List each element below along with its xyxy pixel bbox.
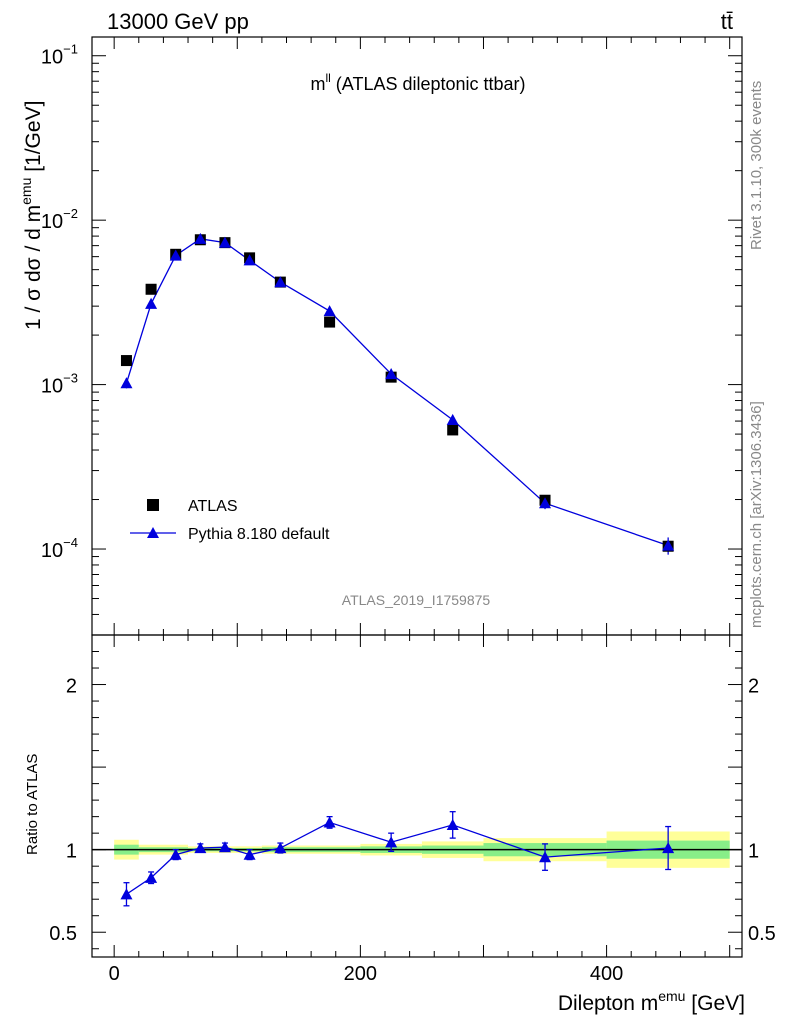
plot-title: mll (ATLAS dileptonic ttbar) bbox=[310, 71, 525, 94]
x-axis-title: Dilepton memu [GeV] bbox=[558, 988, 745, 1015]
main-plot-frame bbox=[91, 36, 743, 636]
data-series bbox=[120, 232, 675, 907]
main-y-tick-label-1: 10−3 bbox=[41, 371, 78, 398]
main-pythia-point-9 bbox=[446, 413, 459, 425]
main-pythia-point-7 bbox=[323, 305, 336, 317]
main-atlas-point-0 bbox=[120, 355, 132, 367]
legend-label-atlas: ATLAS bbox=[188, 498, 238, 515]
ratio-pythia-point-1 bbox=[145, 871, 158, 883]
mcplots-credit-label: mcplots.cern.ch [arXiv:1306.3436] bbox=[748, 401, 765, 628]
main-y-axis-title: 1 / σ dσ / d memu [1/GeV] bbox=[18, 101, 45, 330]
axis-tick-labels: 10−4 10−3 10−2 10−1 0.5 0.5 1 1 2 2 0 200 400 bbox=[41, 42, 776, 985]
x-tick-label-2: 400 bbox=[590, 963, 623, 985]
main-pythia-point-4 bbox=[218, 236, 231, 248]
legend-marker-pythia bbox=[147, 527, 159, 538]
legend: ATLAS Pythia 8.180 default bbox=[130, 498, 330, 543]
x-tick-label-0: 0 bbox=[109, 963, 120, 985]
main-y-tick-label-2: 10−2 bbox=[41, 206, 78, 233]
legend-marker-atlas bbox=[147, 499, 159, 511]
process-label: tt̄ bbox=[721, 9, 733, 34]
main-pythia-point-3 bbox=[194, 232, 207, 244]
main-atlas-point-1 bbox=[145, 283, 157, 295]
ratio-pythia-point-9 bbox=[446, 818, 459, 830]
main-pythia-point-0 bbox=[120, 377, 133, 389]
main-pythia-point-1 bbox=[145, 297, 158, 309]
ratio-y-tick-label-right-0: 0.5 bbox=[748, 923, 776, 945]
ratio-pythia-point-4 bbox=[218, 841, 231, 853]
ratio-y-axis-title: Ratio to ATLAS bbox=[24, 754, 41, 855]
ratio-y-tick-label-right-1: 1 bbox=[748, 841, 759, 863]
ratio-pythia-point-6 bbox=[274, 842, 287, 854]
axes-frames bbox=[91, 36, 743, 958]
legend-label-pythia: Pythia 8.180 default bbox=[188, 526, 330, 543]
ratio-pythia-point-10 bbox=[539, 851, 552, 863]
main-pythia-point-6 bbox=[274, 276, 287, 288]
main-atlas-point-7 bbox=[324, 316, 336, 328]
ratio-y-tick-label-left-1: 1 bbox=[66, 841, 77, 863]
ratio-pythia-point-2 bbox=[169, 848, 182, 860]
ratio-y-tick-label-left-0: 0.5 bbox=[49, 923, 77, 945]
ratio-pythia-point-7 bbox=[323, 816, 336, 828]
main-atlas-point-9 bbox=[447, 424, 459, 436]
x-tick-label-1: 200 bbox=[344, 963, 377, 985]
main-y-tick-label-3: 10−1 bbox=[41, 42, 78, 69]
ratio-pythia-point-0 bbox=[120, 888, 133, 900]
ratio-pythia-point-8 bbox=[385, 836, 398, 848]
ratio-y-tick-label-right-2: 2 bbox=[748, 676, 759, 698]
main-pythia-point-2 bbox=[169, 249, 182, 261]
main-pythia-point-8 bbox=[385, 367, 398, 380]
main-y-tick-label-0: 10−4 bbox=[41, 535, 78, 562]
main-pythia-point-11 bbox=[662, 539, 675, 551]
energy-label: 13000 GeV pp bbox=[107, 9, 249, 34]
ratio-pythia-point-5 bbox=[243, 848, 256, 860]
ratio-y-tick-label-left-2: 2 bbox=[66, 676, 77, 698]
analysis-id-watermark: ATLAS_2019_I1759875 bbox=[342, 592, 491, 608]
main-pythia-point-10 bbox=[539, 497, 552, 509]
ratio-pythia-point-3 bbox=[194, 842, 207, 854]
rivet-version-label: Rivet 3.1.10, 300k events bbox=[748, 81, 765, 250]
main-pythia-line bbox=[125, 238, 669, 547]
ratio-plot-frame bbox=[91, 634, 743, 958]
main-pythia-point-5 bbox=[243, 254, 256, 266]
ratio-pythia-point-11 bbox=[662, 842, 675, 854]
